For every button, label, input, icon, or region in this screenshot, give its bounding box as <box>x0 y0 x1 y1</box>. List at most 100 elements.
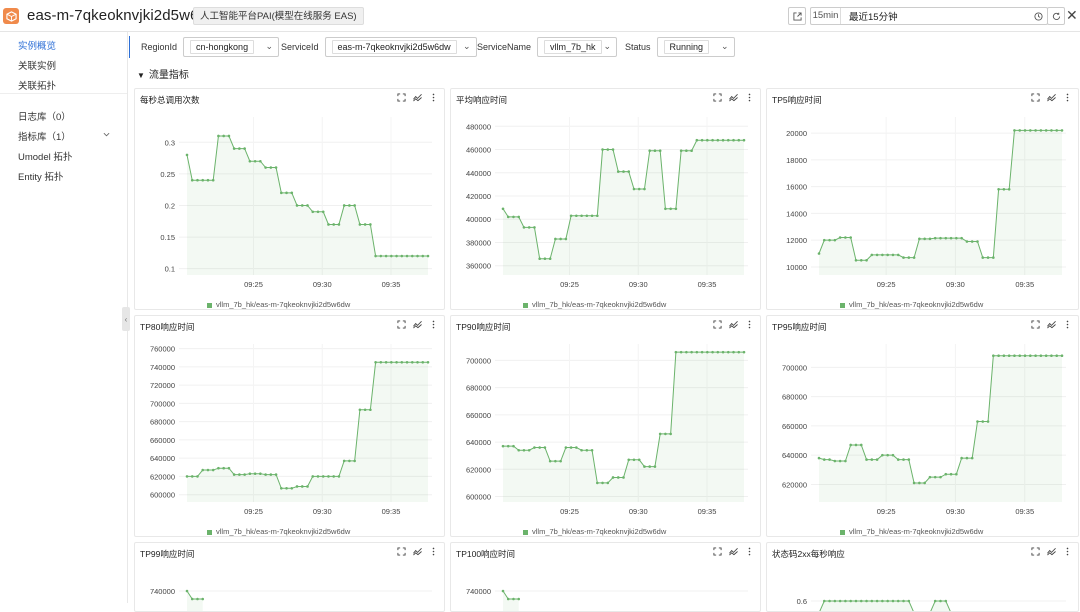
data-point[interactable] <box>997 188 1000 191</box>
data-point[interactable] <box>427 255 430 258</box>
data-point[interactable] <box>570 214 573 217</box>
data-point[interactable] <box>818 252 821 255</box>
fullscreen-icon[interactable] <box>1031 93 1040 102</box>
data-point[interactable] <box>549 257 552 260</box>
data-point[interactable] <box>401 255 404 258</box>
trend-icon[interactable] <box>1047 93 1056 102</box>
data-point[interactable] <box>327 475 330 478</box>
data-point[interactable] <box>559 460 562 463</box>
data-point[interactable] <box>1008 354 1011 357</box>
trend-icon[interactable] <box>413 547 422 556</box>
data-point[interactable] <box>881 254 884 257</box>
data-point[interactable] <box>923 482 926 485</box>
data-point[interactable] <box>338 223 341 226</box>
data-point[interactable] <box>823 600 826 603</box>
data-point[interactable] <box>327 223 330 226</box>
fullscreen-icon[interactable] <box>397 93 406 102</box>
sidebar-item-metric-store[interactable]: 指标库（1） <box>18 129 71 143</box>
fullscreen-icon[interactable] <box>1031 320 1040 329</box>
data-point[interactable] <box>1045 129 1048 132</box>
data-point[interactable] <box>1050 129 1053 132</box>
data-point[interactable] <box>374 361 377 364</box>
data-point[interactable] <box>918 482 921 485</box>
data-point[interactable] <box>317 475 320 478</box>
data-point[interactable] <box>502 207 505 210</box>
data-point[interactable] <box>401 361 404 364</box>
data-point[interactable] <box>876 458 879 461</box>
trend-icon[interactable] <box>413 320 422 329</box>
more-vertical-icon[interactable] <box>1063 547 1072 556</box>
data-point[interactable] <box>971 240 974 243</box>
data-point[interactable] <box>654 149 657 152</box>
data-point[interactable] <box>353 204 356 207</box>
data-point[interactable] <box>364 408 367 411</box>
service-id-select[interactable]: eas-m-7qkeoknvjki2d5w6dw ⌄ <box>325 37 477 57</box>
data-point[interactable] <box>523 449 526 452</box>
fullscreen-icon[interactable] <box>397 320 406 329</box>
chart-legend[interactable]: vllm_7b_hk/eas-m-7qkeoknvjki2d5w6dw <box>523 527 666 536</box>
data-point[interactable] <box>690 149 693 152</box>
data-point[interactable] <box>385 255 388 258</box>
fullscreen-icon[interactable] <box>713 93 722 102</box>
data-point[interactable] <box>1045 354 1048 357</box>
data-point[interactable] <box>186 590 189 593</box>
data-point[interactable] <box>627 458 630 461</box>
service-name-select[interactable]: vllm_7b_hk ⌄ <box>537 37 617 57</box>
data-point[interactable] <box>591 214 594 217</box>
data-point[interactable] <box>222 467 225 470</box>
data-point[interactable] <box>944 237 947 240</box>
data-point[interactable] <box>828 458 831 461</box>
data-point[interactable] <box>860 259 863 262</box>
data-point[interactable] <box>512 598 515 601</box>
trend-icon[interactable] <box>729 93 738 102</box>
data-point[interactable] <box>929 238 932 241</box>
data-point[interactable] <box>353 460 356 463</box>
data-point[interactable] <box>849 444 852 447</box>
data-point[interactable] <box>908 256 911 259</box>
data-point[interactable] <box>939 600 942 603</box>
data-point[interactable] <box>275 166 278 169</box>
data-point[interactable] <box>411 255 414 258</box>
data-point[interactable] <box>512 216 515 219</box>
sidebar-collapse-toggle[interactable]: ‹ <box>122 307 130 331</box>
sidebar-item-related-topology[interactable]: 关联拓扑 <box>18 78 56 92</box>
data-point[interactable] <box>1061 129 1064 132</box>
data-point[interactable] <box>934 237 937 240</box>
data-point[interactable] <box>421 361 424 364</box>
data-point[interactable] <box>908 600 911 603</box>
data-point[interactable] <box>249 472 252 475</box>
refresh-button[interactable] <box>1047 7 1065 25</box>
data-point[interactable] <box>865 600 868 603</box>
data-point[interactable] <box>865 458 868 461</box>
data-point[interactable] <box>727 351 730 354</box>
data-point[interactable] <box>664 433 667 436</box>
data-point[interactable] <box>737 351 740 354</box>
data-point[interactable] <box>717 351 720 354</box>
data-point[interactable] <box>627 170 630 173</box>
data-point[interactable] <box>934 476 937 479</box>
data-point[interactable] <box>533 226 536 229</box>
data-point[interactable] <box>217 467 220 470</box>
open-external-button[interactable] <box>788 7 806 25</box>
data-point[interactable] <box>1029 354 1032 357</box>
data-point[interactable] <box>507 216 510 219</box>
data-point[interactable] <box>586 449 589 452</box>
data-point[interactable] <box>259 472 262 475</box>
data-point[interactable] <box>839 236 842 239</box>
data-point[interactable] <box>1018 354 1021 357</box>
data-point[interactable] <box>955 473 958 476</box>
data-point[interactable] <box>601 482 604 485</box>
data-point[interactable] <box>549 460 552 463</box>
data-point[interactable] <box>538 257 541 260</box>
data-point[interactable] <box>902 256 905 259</box>
data-point[interactable] <box>844 460 847 463</box>
data-point[interactable] <box>517 216 520 219</box>
data-point[interactable] <box>385 361 388 364</box>
data-point[interactable] <box>617 476 620 479</box>
status-select[interactable]: Running ⌄ <box>657 37 735 57</box>
data-point[interactable] <box>685 351 688 354</box>
data-point[interactable] <box>285 192 288 195</box>
data-point[interactable] <box>191 475 194 478</box>
more-vertical-icon[interactable] <box>745 547 754 556</box>
data-point[interactable] <box>533 446 536 449</box>
